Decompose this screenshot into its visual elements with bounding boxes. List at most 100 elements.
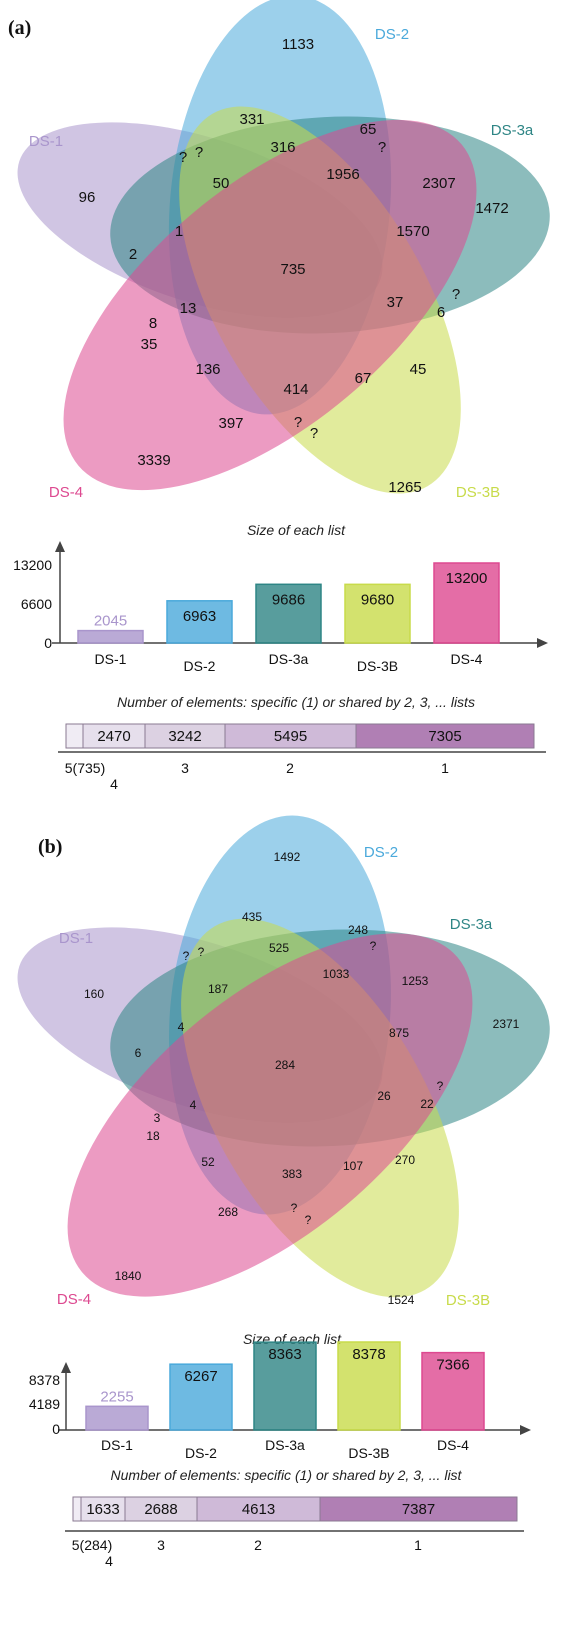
- bar-ds2: [169, 1363, 233, 1431]
- shared-segment: [65, 723, 84, 749]
- region-unknown: ?: [291, 1201, 298, 1215]
- bar-value-label: 8378: [352, 1346, 385, 1363]
- segment-value-label: 1633: [86, 1501, 119, 1518]
- region-count: 397: [218, 415, 243, 432]
- x-axis-arrow: [537, 638, 548, 648]
- region-count: 67: [355, 370, 372, 387]
- region-count: 875: [389, 1026, 409, 1040]
- shared-chart-title-b: Number of elements: specific (1) or shar…: [111, 1467, 463, 1483]
- segment-axis-label: 4: [110, 776, 118, 792]
- bar-value-label: 9680: [361, 591, 394, 608]
- segment-axis-label: 5(284): [72, 1537, 112, 1553]
- region-count: 414: [283, 381, 308, 398]
- x-category-label: DS-2: [184, 658, 216, 674]
- x-category-label: DS-3a: [265, 1437, 305, 1453]
- shared-chart-title-a: Number of elements: specific (1) or shar…: [117, 694, 475, 710]
- region-unknown: ?: [198, 945, 205, 959]
- panel-a: (a) DS-1 DS-2 DS-3a DS-3B DS-4 1133 96 1…: [8, 0, 550, 792]
- region-count: 22: [420, 1097, 434, 1111]
- bar-ds1: [77, 629, 144, 644]
- shared-elements-bar-a: 5(735) 2470 4 3242 3 5495 2 7305 1: [58, 723, 546, 792]
- region-labels-a: 1133 96 1472 1265 3339 331 65 316 50 195…: [79, 36, 509, 496]
- y-tick-label: 13200: [13, 557, 52, 573]
- bar-ds2: [166, 600, 233, 644]
- region-count: 1492: [274, 850, 301, 864]
- region-unknown: ?: [305, 1213, 312, 1227]
- region-count: 160: [84, 987, 104, 1001]
- panel-a-label: (a): [8, 17, 31, 39]
- bar-chart-title-a: Size of each list: [247, 522, 346, 538]
- bar-value-label: 7366: [436, 1357, 469, 1374]
- region-count: 6: [437, 304, 445, 321]
- x-category-label: DS-3B: [357, 658, 398, 674]
- segment-value-label: 2688: [144, 1501, 177, 1518]
- region-count: 1: [175, 223, 183, 240]
- region-count: 13: [180, 300, 197, 317]
- shared-segment: [144, 723, 226, 749]
- panel-b-label: (b): [38, 836, 62, 858]
- venn-ellipse-ds4: [63, 119, 477, 491]
- region-unknown: ?: [452, 286, 460, 303]
- region-count: 735: [280, 261, 305, 278]
- set-label-ds3b: DS-3B: [456, 484, 500, 501]
- size-bar-chart-a: 13200 6600 0 2045 DS-1 6963 DS-2 9686 DS-3a 96…: [13, 541, 548, 674]
- bar-ds4: [421, 1351, 485, 1431]
- region-count: 1570: [396, 223, 429, 240]
- region-count: 284: [275, 1058, 295, 1072]
- shared-segment: [82, 723, 146, 749]
- shared-segment: [355, 723, 535, 749]
- region-count: 52: [201, 1155, 215, 1169]
- region-count: 4: [178, 1020, 185, 1034]
- bar-value-label: 6963: [183, 608, 216, 625]
- region-count: 1133: [282, 36, 314, 53]
- region-count: 37: [387, 294, 404, 311]
- shared-segment: [72, 1496, 82, 1522]
- x-category-label: DS-4: [437, 1437, 469, 1453]
- region-count: 1033: [323, 967, 350, 981]
- y-tick-label: 8378: [29, 1372, 60, 1388]
- y-tick-label: 0: [52, 1421, 60, 1437]
- bar-value-label: 9686: [272, 591, 305, 608]
- bar-ds3a: [253, 1341, 317, 1431]
- region-count: 8: [149, 315, 157, 332]
- region-count: 3339: [137, 452, 170, 469]
- region-count: 1472: [475, 200, 508, 217]
- bar-value-label: 6267: [184, 1368, 217, 1385]
- bar-ds1: [85, 1405, 149, 1431]
- region-count: 4: [190, 1098, 197, 1112]
- region-count: 1253: [402, 974, 429, 988]
- y-tick-label: 6600: [21, 596, 52, 612]
- bar-ds4: [433, 562, 500, 644]
- set-label-ds1: DS-1: [59, 930, 93, 947]
- segment-value-label: 2470: [97, 728, 130, 745]
- bar-value-label: 13200: [446, 570, 488, 587]
- set-label-ds2: DS-2: [364, 844, 398, 861]
- segment-value-label: 5495: [274, 728, 307, 745]
- segment-value-label: 4613: [242, 1501, 275, 1518]
- bar-ds3a: [255, 583, 322, 644]
- region-count: 1265: [388, 479, 421, 496]
- region-count: 2371: [493, 1017, 520, 1031]
- segment-value-label: 7305: [428, 728, 461, 745]
- x-category-label: DS-1: [95, 651, 127, 667]
- region-unknown: ?: [195, 144, 203, 161]
- shared-elements-bar-b: 5(284) 1633 4 2688 3 4613 2 7387 1: [65, 1496, 524, 1569]
- panel-b: (b) DS-1 DS-2 DS-3a DS-3B DS-4 1492 160 …: [17, 815, 550, 1569]
- segment-axis-label: 4: [105, 1553, 113, 1569]
- venn-diagram-a: DS-1 DS-2 DS-3a DS-3B DS-4 1133 96 1472 …: [17, 0, 550, 501]
- segment-axis-label: 1: [441, 760, 449, 776]
- region-count: 96: [79, 189, 96, 206]
- region-unknown: ?: [370, 939, 377, 953]
- x-category-label: DS-2: [185, 1445, 217, 1461]
- region-count: 50: [213, 175, 230, 192]
- set-label-ds1: DS-1: [29, 133, 63, 150]
- region-count: 2307: [422, 175, 455, 192]
- region-count: 383: [282, 1167, 302, 1181]
- bar-value-label: 2045: [94, 613, 127, 630]
- set-label-ds4: DS-4: [49, 484, 83, 501]
- region-count: 65: [360, 121, 377, 138]
- x-axis-arrow: [520, 1425, 531, 1435]
- region-count: 1524: [388, 1293, 415, 1307]
- region-count: 3: [154, 1111, 161, 1125]
